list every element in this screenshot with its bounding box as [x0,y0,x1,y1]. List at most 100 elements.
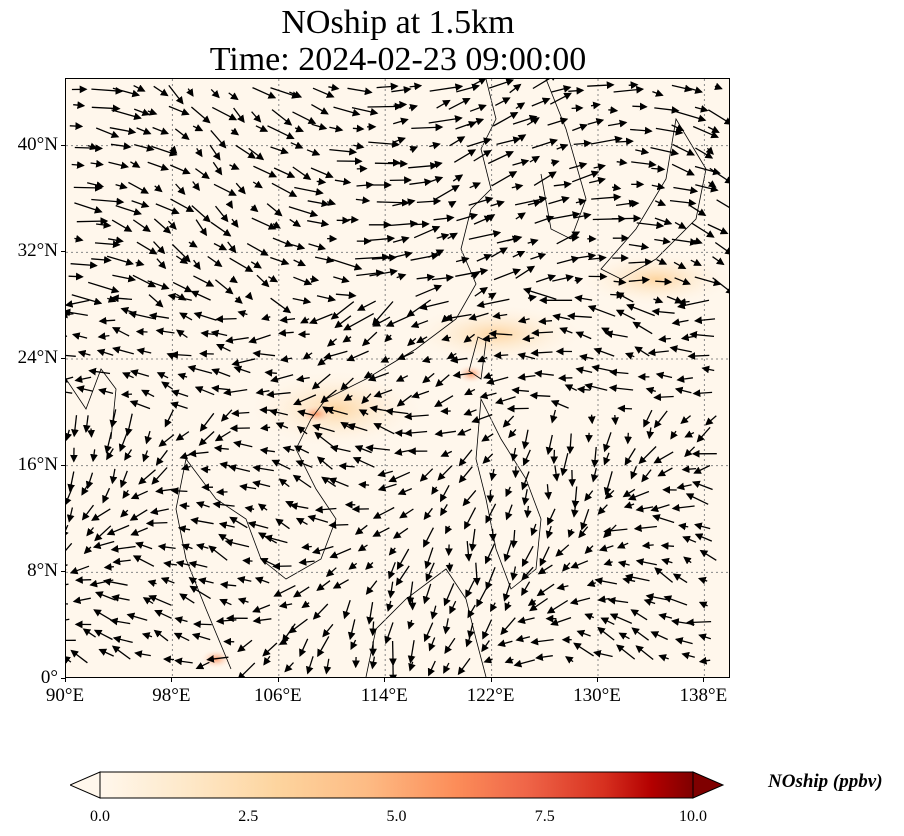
wind-arrow [298,558,315,566]
wind-arrow [153,241,166,255]
wind-arrow [72,596,91,605]
wind-arrow [452,370,474,379]
wind-arrow [502,582,511,602]
wind-arrow [104,432,113,454]
wind-arrow [312,603,329,620]
wind-arrow [253,165,278,178]
wind-arrow [149,507,169,516]
wind-arrow [136,241,158,255]
wind-arrow [628,276,650,285]
plot-title-line1: NOship at 1.5km [281,4,515,41]
wind-arrow [464,541,473,562]
wind-arrow [552,465,560,482]
wind-arrow [87,142,98,151]
wind-arrow [112,274,137,283]
wind-arrow [130,160,141,168]
wind-arrow [693,237,703,245]
colorbar-tick-label: 2.5 [238,808,259,825]
wind-arrow [270,374,294,383]
wind-arrow [397,487,413,496]
wind-arrow [653,296,664,304]
wind-arrow [431,274,455,282]
lat-tick-mark [61,251,65,253]
wind-arrow [497,639,513,648]
wind-arrow [607,119,628,128]
wind-arrow [329,124,344,133]
wind-arrow [597,626,615,641]
lat-tick-label: 16°N [17,453,58,475]
wind-arrow [82,628,96,638]
wind-arrow [604,489,615,500]
wind-arrow [463,333,475,343]
wind-arrow [433,214,455,223]
wind-arrow [160,576,175,585]
wind-arrow [571,170,600,183]
wind-arrow [714,82,723,90]
wind-arrow [109,617,131,626]
wind-arrow [229,257,254,273]
wind-arrow [120,390,133,399]
wind-arrow [647,348,669,357]
wind-arrow [531,328,554,337]
wind-arrow [242,557,253,565]
wind-arrow [699,549,717,561]
wind-arrow [437,465,453,481]
wind-arrow [214,279,234,295]
wind-arrow [106,524,130,536]
wind-arrow [671,163,695,176]
wind-arrow [296,426,308,435]
wind-arrow [71,294,103,306]
wind-arrow [366,601,374,625]
wind-arrow [301,542,312,551]
wind-arrow [225,336,249,344]
wind-arrow [556,143,569,152]
wind-arrow [531,97,551,107]
wind-arrow [550,159,560,167]
wind-arrow [473,150,492,162]
wind-arrow [69,122,84,130]
wind-arrow [524,505,532,519]
wind-arrow [66,524,69,539]
lat-tick-label: 0° [40,667,58,688]
wind-arrow [698,656,711,665]
wind-arrow [632,102,648,111]
wind-arrow [175,255,189,265]
wind-arrow [244,505,255,513]
wind-arrow [635,645,654,661]
wind-arrow [119,470,128,489]
wind-arrow [191,632,211,641]
wind-arrow [244,291,253,301]
wind-arrow [380,355,390,363]
wind-arrow [409,145,419,154]
wind-arrow [334,315,352,329]
wind-arrow [522,449,531,467]
wind-arrow [307,514,329,523]
wind-arrow [66,375,74,383]
wind-arrow [109,468,118,485]
wind-arrow [609,368,629,377]
wind-arrow [384,333,393,343]
wind-arrow [530,637,554,646]
wind-arrow [403,429,428,437]
wind-arrow [209,144,221,161]
wind-arrow [273,585,296,597]
wind-arrow [575,366,593,375]
lat-tick-label: 24°N [17,347,58,368]
wind-arrow [693,464,711,474]
wind-arrow [416,335,428,344]
wind-arrow [530,523,538,537]
wind-arrow [573,642,594,657]
wind-arrow [86,527,95,537]
wind-arrow [278,478,290,488]
wind-arrow [603,432,612,453]
wind-arrow [155,327,175,336]
wind-arrow [229,275,238,284]
wind-arrow [714,241,729,255]
wind-arrow [527,294,537,302]
wind-arrow [270,146,289,155]
wind-arrow [650,631,668,641]
wind-arrow [228,464,251,473]
wind-arrow [591,193,622,202]
wind-arrow [676,375,693,383]
wind-arrow [142,450,150,463]
